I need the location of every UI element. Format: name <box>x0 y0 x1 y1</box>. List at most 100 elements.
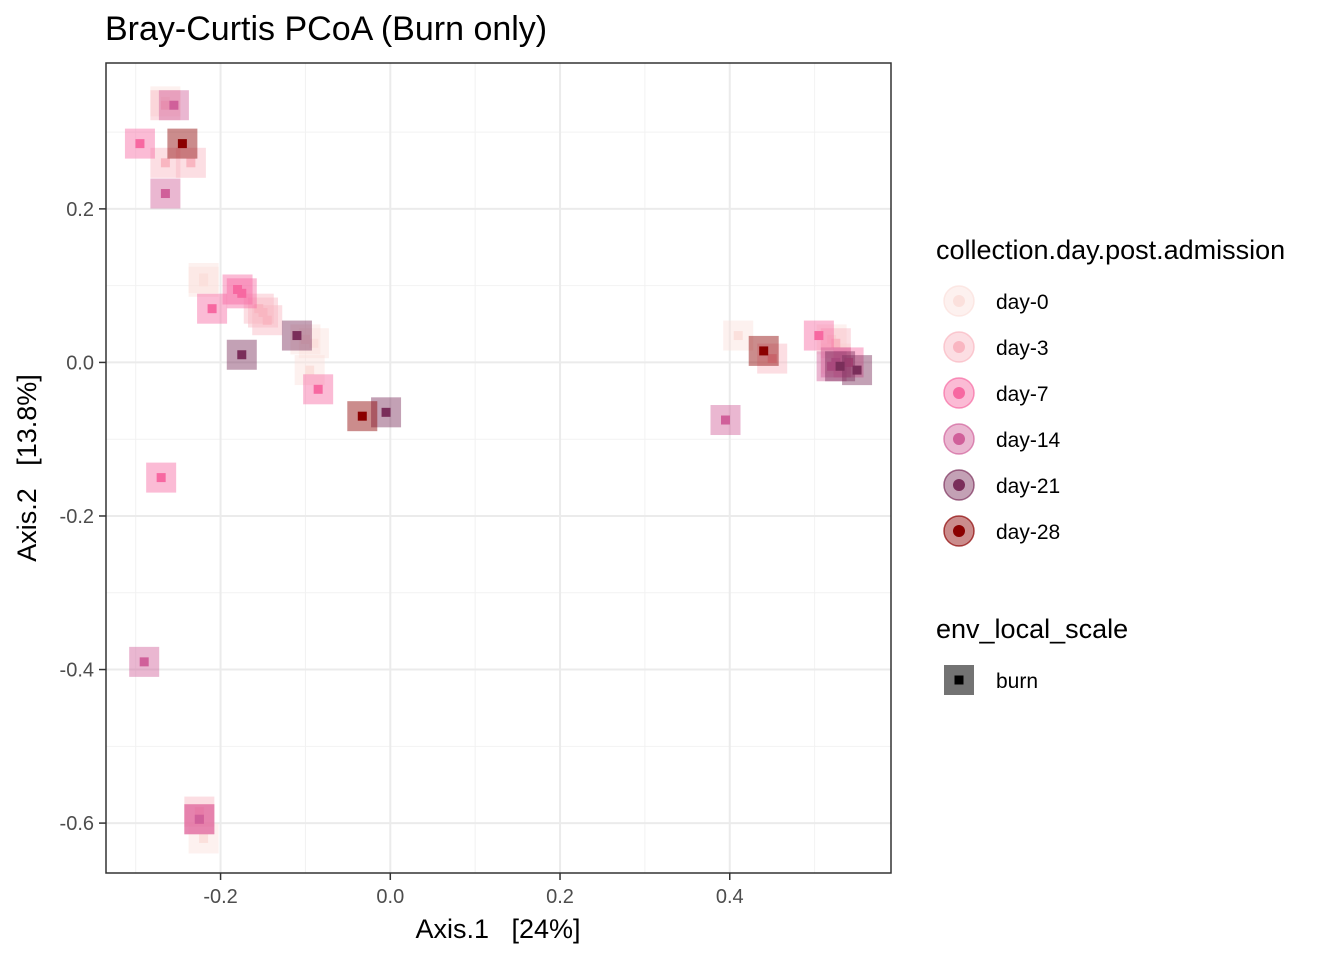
legend-swatch <box>953 387 965 399</box>
data-point-marker <box>207 304 217 314</box>
legend-label: day-0 <box>996 291 1049 314</box>
data-point-marker <box>759 346 769 356</box>
data-point-marker <box>844 357 854 367</box>
data-point-day-3 <box>820 328 851 359</box>
data-point-marker <box>262 315 272 325</box>
y-axis-title: Axis.2 [13.8%] <box>12 374 42 562</box>
data-point-day-21 <box>825 351 856 382</box>
data-point-marker <box>300 334 310 344</box>
data-point-marker <box>292 331 302 341</box>
legend-entry-day-7: day-7 <box>943 377 1049 409</box>
data-point-marker <box>767 354 777 364</box>
data-point-day-0 <box>723 320 754 351</box>
y-tick-label: 0.0 <box>66 352 94 374</box>
data-point-marker <box>169 100 179 110</box>
legend-entry-day-21: day-21 <box>943 469 1060 501</box>
data-point-marker <box>160 158 170 168</box>
data-point-day-7 <box>197 293 228 324</box>
data-point-day-14 <box>710 405 741 436</box>
data-point-marker <box>199 833 209 843</box>
data-point-marker <box>313 384 323 394</box>
data-point-day-21 <box>281 320 312 351</box>
data-point-day-28 <box>167 128 198 159</box>
x-axis: -0.2 0.0 0.2 0.4 <box>203 873 744 908</box>
data-point-marker <box>135 139 145 149</box>
data-point-marker <box>814 331 824 341</box>
data-point-day-21 <box>842 355 873 386</box>
y-tick-label: -0.6 <box>60 813 94 835</box>
data-point-marker <box>835 361 845 371</box>
data-point-marker <box>733 331 743 341</box>
data-point-marker <box>186 158 196 168</box>
data-point-marker <box>305 365 315 375</box>
legend-swatch <box>953 295 965 307</box>
data-point-day-14 <box>129 646 160 677</box>
data-point-day-7 <box>226 278 257 309</box>
data-point-marker <box>160 100 170 110</box>
grid <box>106 63 891 873</box>
x-tick-label: 0.0 <box>376 886 404 908</box>
data-point-marker <box>160 189 170 199</box>
x-tick-label: 0.4 <box>716 886 744 908</box>
legend-label: day-21 <box>996 475 1060 498</box>
legend-label: burn <box>996 670 1038 693</box>
legend-swatch <box>953 479 965 491</box>
data-point-marker <box>194 807 204 817</box>
data-point-day-0 <box>188 823 219 854</box>
data-point-day-14 <box>158 90 189 121</box>
data-point-day-0 <box>188 266 219 297</box>
y-tick-label: 0.2 <box>66 199 94 221</box>
data-point-marker <box>177 139 187 149</box>
data-point-day-3 <box>150 147 181 178</box>
data-point-day-28 <box>347 401 378 432</box>
legend-label: day-3 <box>996 337 1049 360</box>
data-point-day-14 <box>184 804 215 835</box>
data-point-day-0 <box>294 355 325 386</box>
shape-legend: env_local_scale burn <box>936 614 1128 695</box>
data-point-marker <box>237 288 247 298</box>
legend-label: day-28 <box>996 521 1060 544</box>
legend-shape-swatch <box>954 675 964 685</box>
data-point-marker <box>381 407 391 417</box>
data-point-marker <box>199 277 209 287</box>
data-point-marker <box>139 657 149 667</box>
data-point-day-21 <box>371 397 402 428</box>
color-legend-title: collection.day.post.admission <box>936 235 1285 265</box>
x-tick-label: 0.2 <box>546 886 574 908</box>
data-point-day-3 <box>252 305 283 336</box>
data-point-day-14 <box>150 178 181 209</box>
data-point-day-7 <box>146 462 177 493</box>
data-point-marker <box>309 338 319 348</box>
legend-entry-burn: burn <box>944 665 1038 695</box>
plot-panel-border <box>105 62 892 874</box>
legend-entry-day-0: day-0 <box>943 285 1049 317</box>
data-point-marker <box>831 338 841 348</box>
data-point-day-7 <box>803 320 834 351</box>
legend-entry-day-14: day-14 <box>943 423 1061 455</box>
data-point-day-3 <box>184 796 215 827</box>
y-tick-label: -0.2 <box>60 506 94 528</box>
data-point-marker <box>721 415 731 425</box>
legend-swatch <box>953 525 965 537</box>
data-point-day-21 <box>226 339 257 370</box>
legend-label: day-7 <box>996 383 1049 406</box>
data-point-day-0 <box>298 328 329 359</box>
data-points <box>124 86 873 854</box>
data-point-marker <box>156 473 166 483</box>
data-point-day-7 <box>124 128 155 159</box>
legend-entry-day-28: day-28 <box>943 515 1060 547</box>
data-point-marker <box>194 814 204 824</box>
y-axis: -0.6 -0.4 -0.2 0.0 0.2 <box>60 199 106 835</box>
data-point-marker <box>258 308 268 318</box>
legend-label: day-14 <box>996 429 1061 452</box>
chart-title: Bray-Curtis PCoA (Burn only) <box>105 10 547 48</box>
legend-swatch <box>953 341 965 353</box>
x-tick-label: -0.2 <box>203 886 237 908</box>
x-axis-title: Axis.1 [24%] <box>415 914 580 944</box>
data-point-day-28 <box>748 335 779 366</box>
legend-swatch <box>953 433 965 445</box>
color-legend: collection.day.post.admission day-0 day-3… <box>936 235 1285 547</box>
legend-entry-day-3: day-3 <box>943 331 1049 363</box>
y-tick-label: -0.4 <box>60 660 94 682</box>
